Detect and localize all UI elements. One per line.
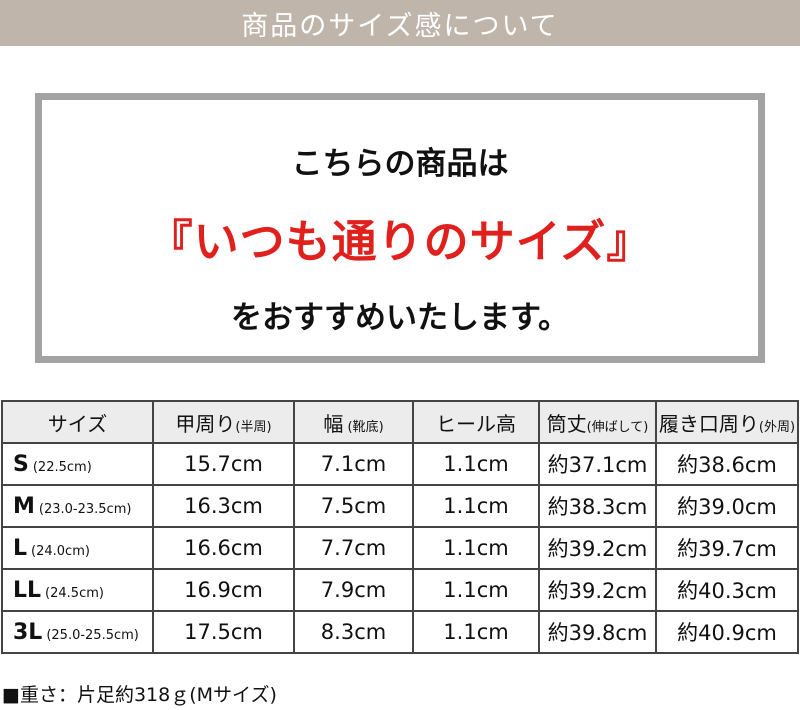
measurement-cell: 1.1cm — [412, 568, 540, 612]
measurement-cell: 16.9cm — [152, 568, 295, 612]
measurement-cell: 約39.2cm — [538, 568, 657, 612]
header-sub: (伸ばして) — [586, 419, 649, 435]
size-cell: L (24.0cm) — [1, 526, 154, 570]
header-sub: (外周) — [758, 419, 796, 435]
measurement-cell: 約39.0cm — [655, 484, 799, 528]
measurement-cell: 7.5cm — [293, 484, 414, 528]
measurement-cell: 約37.1cm — [538, 442, 657, 486]
measurement-cell: 1.1cm — [412, 484, 540, 528]
message-highlight: 『いつも通りのサイズ』 — [147, 215, 653, 268]
section-banner: 商品のサイズ感について — [0, 0, 800, 46]
header-sub: (靴底) — [343, 419, 384, 435]
size-cell: 3L (25.0-25.5cm) — [1, 610, 154, 654]
message-line-1: こちらの商品は — [291, 146, 509, 182]
measurement-cell: 約40.9cm — [655, 610, 799, 654]
measurement-cell: 約38.3cm — [538, 484, 657, 528]
measurement-cell: 16.3cm — [152, 484, 295, 528]
measurement-cell: 7.1cm — [293, 442, 414, 486]
banner-title: 商品のサイズ感について — [241, 10, 559, 42]
size-range: (24.5cm) — [45, 585, 104, 601]
size-range: (25.0-25.5cm) — [46, 627, 139, 643]
column-header: 筒丈(伸ばして) — [538, 400, 657, 444]
measurement-cell: 15.7cm — [152, 442, 295, 486]
header-sub: (半周) — [235, 419, 272, 435]
column-header: 幅 (靴底) — [293, 400, 414, 444]
column-header: 履き口周り(外周) — [655, 400, 799, 444]
table-row: 3L (25.0-25.5cm) 17.5cm 8.3cm 1.1cm 約39.8cm 約4… — [1, 610, 799, 654]
measurement-cell: 1.1cm — [412, 442, 540, 486]
table-row: M (23.0-23.5cm) 16.3cm 7.5cm 1.1cm 約38.3cm 約39… — [1, 484, 799, 528]
column-header: 甲周り(半周) — [152, 400, 295, 444]
measurement-cell: 約39.8cm — [538, 610, 657, 654]
measurement-cell: 1.1cm — [412, 610, 540, 654]
header-main: 幅 — [323, 411, 344, 436]
measurement-cell: 約39.2cm — [538, 526, 657, 570]
measurement-cell: 7.7cm — [293, 526, 414, 570]
size-label: 3L — [13, 619, 43, 645]
size-cell: LL (24.5cm) — [1, 568, 154, 612]
header-main: サイズ — [47, 411, 108, 436]
table-row: LL (24.5cm) 16.9cm 7.9cm 1.1cm 約39.2cm 約40.3cm — [1, 568, 799, 612]
measurement-cell: 16.6cm — [152, 526, 295, 570]
size-range: (24.0cm) — [31, 543, 90, 559]
size-table: サイズ 甲周り(半周) 幅 (靴底) ヒール高 筒丈(伸ばして) 履き口周り(外周) S(… — [1, 400, 799, 654]
measurement-cell: 17.5cm — [152, 610, 295, 654]
column-header: ヒール高 — [412, 400, 540, 444]
measurement-cell: 約38.6cm — [655, 442, 799, 486]
size-label: M — [13, 493, 35, 519]
header-main: 筒丈 — [546, 411, 587, 436]
size-range: (23.0-23.5cm) — [38, 501, 132, 517]
size-label: L — [13, 535, 28, 561]
header-main: 甲周り — [175, 411, 236, 436]
measurement-cell: 7.9cm — [293, 568, 414, 612]
column-header: サイズ — [1, 400, 154, 444]
size-cell: S (22.5cm) — [1, 442, 154, 486]
size-range: (22.5cm) — [32, 459, 92, 475]
header-main: 履き口周り — [658, 411, 759, 436]
header-main: ヒール高 — [436, 411, 516, 436]
weight-note: ■重さ：片足約318ｇ(Mサイズ) — [2, 684, 277, 706]
message-line-3: をおすすめいたします。 — [231, 300, 569, 336]
size-cell: M (23.0-23.5cm) — [1, 484, 154, 528]
measurement-cell: 1.1cm — [412, 526, 540, 570]
measurement-cell: 約39.7cm — [655, 526, 799, 570]
measurement-cell: 約40.3cm — [655, 568, 799, 612]
size-recommendation-box: こちらの商品は 『いつも通りのサイズ』 をおすすめいたします。 — [35, 93, 765, 363]
table-row: L (24.0cm) 16.6cm 7.7cm 1.1cm 約39.2cm 約39.7cm — [1, 526, 799, 570]
table-header-row: サイズ 甲周り(半周) 幅 (靴底) ヒール高 筒丈(伸ばして) 履き口周り(外周) — [1, 400, 799, 444]
table-row: S (22.5cm) 15.7cm 7.1cm 1.1cm 約37.1cm 約38.6cm — [1, 442, 799, 486]
measurement-cell: 8.3cm — [293, 610, 414, 654]
size-label: LL — [13, 577, 42, 603]
size-label: S — [13, 451, 29, 477]
